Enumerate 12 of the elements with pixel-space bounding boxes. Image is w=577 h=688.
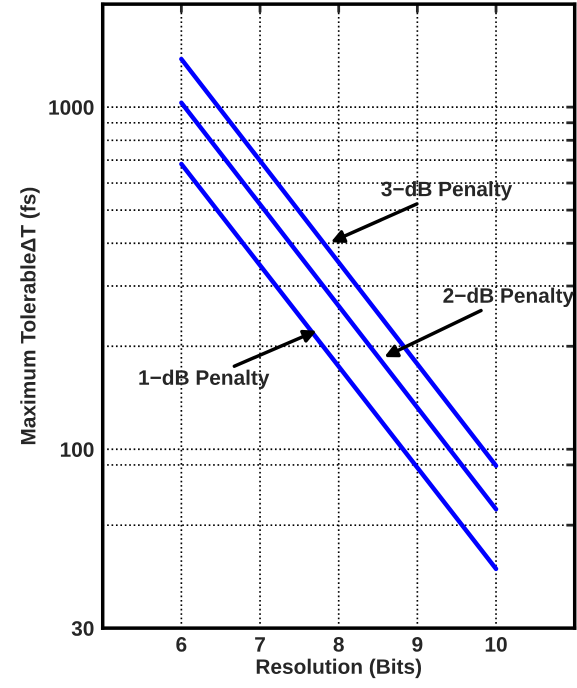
x-tick-label: 10 — [486, 637, 507, 652]
y-axis-title: Maximum TolerableΔT (fs) — [20, 188, 40, 444]
x-tick-label: 9 — [412, 637, 422, 652]
y-tick-label: 100 — [60, 442, 94, 458]
x-tick-label: 8 — [334, 637, 344, 652]
y-tick-label: 30 — [72, 621, 94, 636]
annotation: 3−dB Penalty — [381, 181, 512, 200]
x-tick-label: 7 — [255, 637, 265, 652]
x-axis-title: Resolution (Bits) — [256, 658, 421, 678]
x-tick-label: 6 — [176, 637, 186, 652]
y-tick-label: 1000 — [49, 100, 94, 115]
annotation: 1−dB Penalty — [139, 370, 270, 390]
